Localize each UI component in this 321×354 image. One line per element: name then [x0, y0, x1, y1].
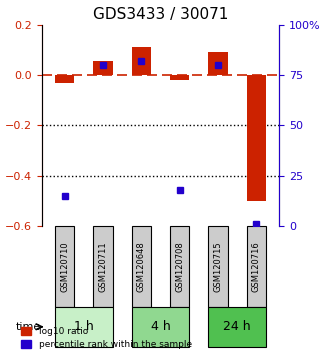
Text: GSM120711: GSM120711: [99, 241, 108, 292]
FancyBboxPatch shape: [132, 307, 189, 347]
Bar: [247, 75, 266, 201]
Text: 1 h: 1 h: [74, 320, 94, 333]
FancyBboxPatch shape: [55, 307, 113, 347]
Bar: [93, 61, 113, 75]
Bar: [55, 75, 74, 83]
Text: GSM120715: GSM120715: [213, 241, 222, 292]
FancyBboxPatch shape: [208, 226, 228, 307]
FancyBboxPatch shape: [247, 226, 266, 307]
Text: GSM120710: GSM120710: [60, 241, 69, 292]
Text: 24 h: 24 h: [223, 320, 251, 333]
FancyBboxPatch shape: [132, 226, 151, 307]
Title: GDS3433 / 30071: GDS3433 / 30071: [93, 7, 228, 22]
Bar: [170, 75, 189, 80]
Text: GSM120648: GSM120648: [137, 241, 146, 292]
Legend: log10 ratio, percentile rank within the sample: log10 ratio, percentile rank within the …: [21, 327, 192, 349]
Text: GSM120708: GSM120708: [175, 241, 184, 292]
FancyBboxPatch shape: [55, 226, 74, 307]
FancyBboxPatch shape: [208, 307, 266, 347]
FancyBboxPatch shape: [170, 226, 189, 307]
Text: 4 h: 4 h: [151, 320, 170, 333]
Bar: [208, 52, 228, 75]
Text: time: time: [16, 322, 41, 332]
Bar: [132, 47, 151, 75]
FancyBboxPatch shape: [93, 226, 113, 307]
Text: GSM120716: GSM120716: [252, 241, 261, 292]
